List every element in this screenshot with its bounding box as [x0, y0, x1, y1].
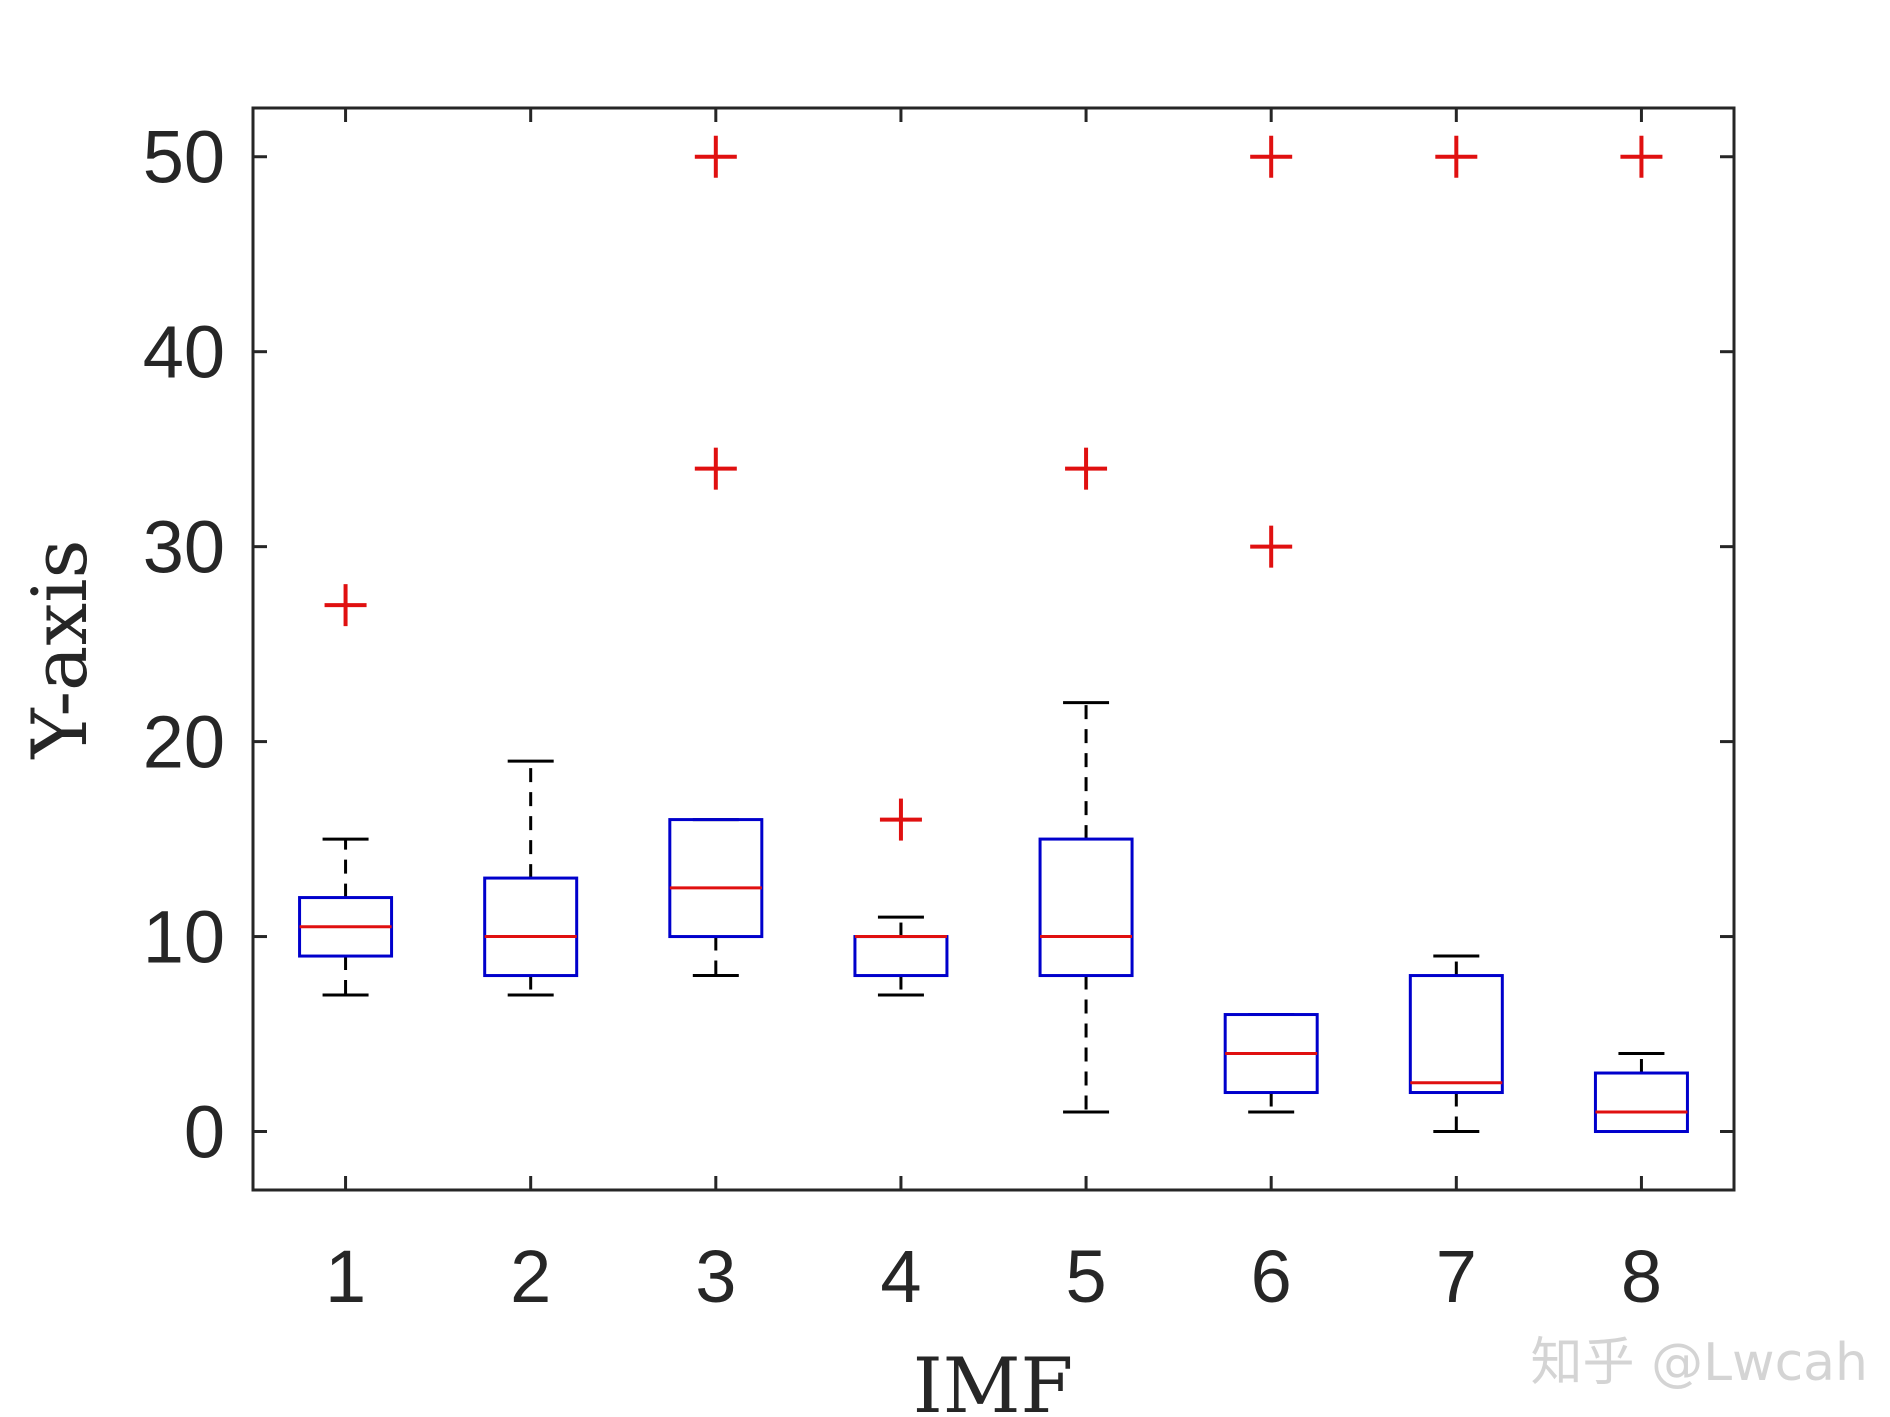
box-group-2: [483, 759, 579, 997]
outlier-6-0: [1250, 525, 1293, 568]
box-8: [1593, 1071, 1689, 1134]
x-tick-label-6: 6: [1251, 1235, 1292, 1318]
x-tick-label-4: 4: [880, 1235, 921, 1318]
y-tick-label-40: 40: [143, 311, 225, 394]
box-3: [668, 818, 764, 939]
y-tick-label-0: 0: [184, 1091, 225, 1174]
y-axis-title: Y-axis: [15, 540, 104, 760]
box-5: [1038, 837, 1134, 978]
outlier-3-1: [694, 135, 737, 178]
box-group-6: [1223, 135, 1319, 1114]
x-tick-label-8: 8: [1621, 1235, 1662, 1318]
outlier-8-0: [1620, 135, 1663, 178]
x-tick-label-7: 7: [1436, 1235, 1477, 1318]
box-7: [1408, 974, 1504, 1095]
outlier-6-1: [1250, 135, 1293, 178]
plot-area: [298, 135, 1689, 1134]
box-group-4: [853, 798, 949, 997]
y-tick-label-20: 20: [143, 701, 225, 784]
box-group-5: [1038, 447, 1134, 1114]
axis-ticks: 0 10 20 30 40 50 1 2 3 4 5 6 7 8: [143, 108, 1734, 1318]
x-tick-label-5: 5: [1065, 1235, 1106, 1318]
axes-frame: [251, 106, 1736, 1192]
outlier-4-0: [879, 798, 922, 841]
outlier-1-0: [324, 584, 367, 627]
box-group-3: [668, 135, 764, 978]
box-2: [483, 876, 579, 978]
outlier-7-0: [1435, 135, 1478, 178]
box-group-8: [1593, 135, 1689, 1134]
watermark: 知乎 @Lwcah: [1531, 1333, 1868, 1393]
x-axis-title: IMF: [913, 1341, 1074, 1417]
y-tick-label-50: 50: [143, 116, 225, 199]
box-group-1: [298, 584, 394, 997]
y-tick-label-30: 30: [143, 506, 225, 589]
box-group-7: [1408, 135, 1504, 1134]
x-tick-label-3: 3: [695, 1235, 736, 1318]
x-tick-label-2: 2: [510, 1235, 551, 1318]
x-tick-label-1: 1: [325, 1235, 366, 1318]
y-tick-label-10: 10: [143, 896, 225, 979]
outlier-3-0: [694, 447, 737, 490]
outlier-5-0: [1065, 447, 1108, 490]
